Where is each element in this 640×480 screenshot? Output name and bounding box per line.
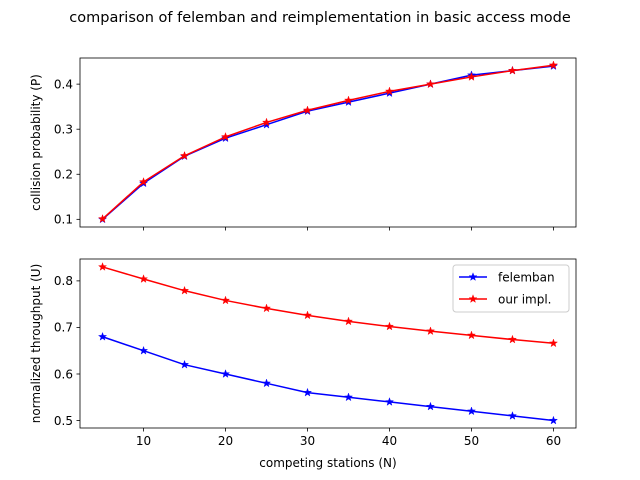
top-data-point-our-impl <box>97 214 108 223</box>
bottom-data-point-our-impl <box>302 310 313 320</box>
bottom-x-tick-label: 30 <box>300 434 315 448</box>
bottom-y-axis-label: normalized throughput (U) <box>29 264 43 424</box>
top-y-tick-label: 0.3 <box>54 123 73 137</box>
bottom-data-point-our-impl <box>466 330 477 340</box>
bottom-data-point-felemban <box>384 397 395 406</box>
bottom-x-tick-label: 40 <box>382 434 397 448</box>
legend-label-felemban: felemban <box>498 270 555 284</box>
bottom-x-axis-label: competing stations (N) <box>259 456 396 470</box>
bottom-data-point-our-impl <box>261 303 272 313</box>
bottom-y-tick-label: 0.6 <box>54 367 73 381</box>
legend-label-our-impl: our impl. <box>498 292 551 306</box>
bottom-data-point-felemban <box>220 369 231 378</box>
top-data-point-our-impl <box>138 177 149 186</box>
bottom-data-point-our-impl <box>138 274 149 283</box>
top-data-point-our-impl <box>261 117 272 127</box>
top-y-tick-label: 0.4 <box>54 77 73 91</box>
bottom-data-point-felemban <box>138 345 149 355</box>
bottom-data-point-our-impl <box>425 326 436 336</box>
top-data-point-our-impl <box>343 95 354 105</box>
bottom-x-tick-label: 10 <box>136 434 151 448</box>
bottom-data-point-felemban <box>97 331 108 341</box>
top-data-point-our-impl <box>507 65 518 75</box>
bottom-x-tick-label: 20 <box>218 434 233 448</box>
top-y-tick-label: 0.2 <box>54 168 73 182</box>
bottom-series-line-felemban <box>102 336 554 422</box>
bottom-data-point-felemban <box>302 387 313 397</box>
bottom-x-tick-label: 60 <box>546 434 561 448</box>
bottom-x-tick-label: 50 <box>464 434 479 448</box>
top-y-tick-label: 0.1 <box>54 213 73 227</box>
bottom-data-point-our-impl <box>343 316 354 326</box>
top-data-point-our-impl <box>384 86 395 96</box>
bottom-data-point-felemban <box>466 406 477 416</box>
bottom-axes-frame <box>79 258 577 429</box>
throughput-chart: 10 20 30 40 50 60 0.5 0.6 0.7 0.8 normalized throu… <box>29 258 577 470</box>
bottom-y-tick-label: 0.5 <box>54 414 73 428</box>
bottom-series-line-our-impl <box>102 266 554 345</box>
bottom-data-point-felemban <box>179 359 190 369</box>
top-data-point-our-impl <box>466 72 477 81</box>
bottom-data-point-our-impl <box>179 285 190 295</box>
bottom-data-point-our-impl <box>97 262 108 271</box>
top-data-point-our-impl <box>548 60 559 70</box>
bottom-data-point-felemban <box>425 401 436 411</box>
bottom-data-point-felemban <box>261 378 272 388</box>
bottom-data-point-our-impl <box>220 295 231 305</box>
figure-title: comparison of felemban and reimplementat… <box>69 10 571 26</box>
bottom-data-point-our-impl <box>548 338 559 348</box>
legend-marker-felemban <box>468 272 478 281</box>
top-data-point-our-impl <box>302 105 313 115</box>
bottom-data-point-our-impl <box>384 321 395 331</box>
bottom-data-point-our-impl <box>507 334 518 344</box>
bottom-y-tick-label: 0.7 <box>54 321 73 335</box>
top-data-point-our-impl <box>425 79 436 89</box>
top-series-line-our-impl <box>102 64 554 220</box>
bottom-data-point-felemban <box>507 411 518 420</box>
top-y-axis-label: collision probability (P) <box>29 74 43 211</box>
legend: felemban our impl. <box>452 264 570 313</box>
bottom-data-point-felemban <box>548 415 559 425</box>
legend-marker-our-impl <box>468 294 478 303</box>
top-axes-frame <box>79 57 577 228</box>
bottom-y-tick-label: 0.8 <box>54 274 73 288</box>
collision-probability-chart: 0.1 0.2 0.3 0.4 collision probability (P) <box>29 57 577 231</box>
bottom-data-point-felemban <box>343 392 354 402</box>
top-data-point-our-impl <box>179 150 190 160</box>
top-data-point-our-impl <box>220 132 231 141</box>
